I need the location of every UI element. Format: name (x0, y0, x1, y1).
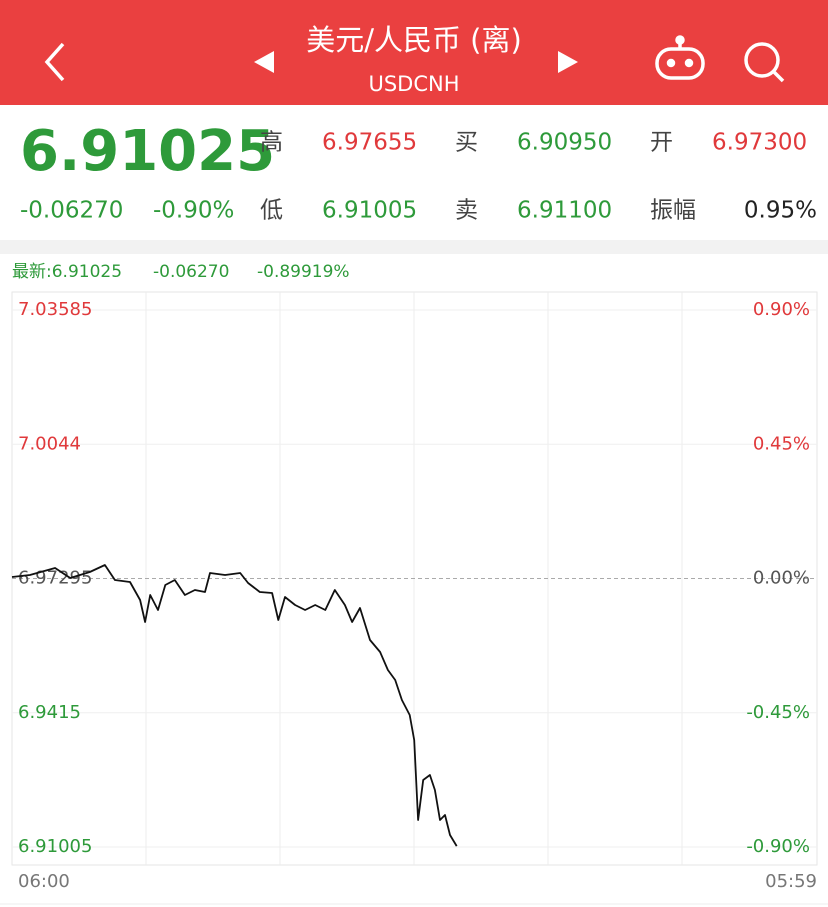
icon-dot (675, 35, 685, 45)
field-label: 低 (260, 198, 283, 224)
next-button[interactable] (558, 51, 578, 73)
quote-fields: 高 6.97655 买 6.90950 开 6.97300 低 6.91005 卖 6.91100… (260, 130, 817, 224)
x-tick-label: 05:59 (765, 871, 817, 892)
field-label: 开 (650, 130, 673, 156)
y2-tick-label: 0.00% (753, 568, 810, 589)
field-label: 买 (455, 130, 478, 156)
y2-tick-label: 0.45% (753, 433, 810, 454)
y-tick-label: 7.03585 (18, 299, 92, 320)
latest-price: 最新:6.91025 (12, 262, 122, 282)
icon-eye (666, 58, 676, 68)
x-tick-label: 06:00 (18, 871, 70, 892)
back-button[interactable] (44, 42, 65, 82)
field-value: 6.97655 (322, 130, 417, 156)
prev-button[interactable] (254, 51, 274, 73)
assistant-icon[interactable] (655, 35, 705, 80)
header-title: 美元/人民币 (离) (306, 23, 522, 57)
y-tick-label: 6.91005 (18, 836, 92, 857)
field-label: 振幅 (650, 198, 696, 224)
y2-tick-label: -0.90% (746, 836, 810, 857)
header-bar (0, 0, 828, 105)
field-value: 6.91100 (517, 198, 612, 224)
header-subtitle: USDCNH (368, 72, 459, 96)
y2-tick-label: -0.45% (746, 702, 810, 723)
y-tick-label: 6.9415 (18, 702, 81, 723)
separator (0, 240, 828, 254)
latest-change: -0.06270 (153, 262, 229, 282)
field-label: 高 (260, 130, 283, 156)
y2-tick-label: 0.90% (753, 299, 810, 320)
field-value: 6.91005 (322, 198, 417, 224)
price: 6.91025 (20, 119, 275, 184)
icon-eye (684, 58, 694, 68)
chart: 7.03585 7.0044 6.97295 6.9415 6.91005 0.90% 0.… (11, 299, 817, 892)
icon-handle (772, 70, 785, 83)
change-pct: -0.90% (153, 198, 234, 224)
icon-lens (744, 42, 780, 78)
change: -0.06270 (20, 198, 123, 224)
field-label: 卖 (455, 198, 478, 224)
price-line (11, 564, 458, 847)
y-tick-label: 6.97295 (18, 568, 92, 589)
field-value: 0.95% (744, 198, 817, 224)
search-icon[interactable] (744, 42, 785, 83)
y-tick-label: 7.0044 (18, 433, 81, 454)
latest-change-pct: -0.89919% (257, 262, 350, 282)
field-value: 6.90950 (517, 130, 612, 156)
field-value: 6.97300 (712, 130, 807, 156)
